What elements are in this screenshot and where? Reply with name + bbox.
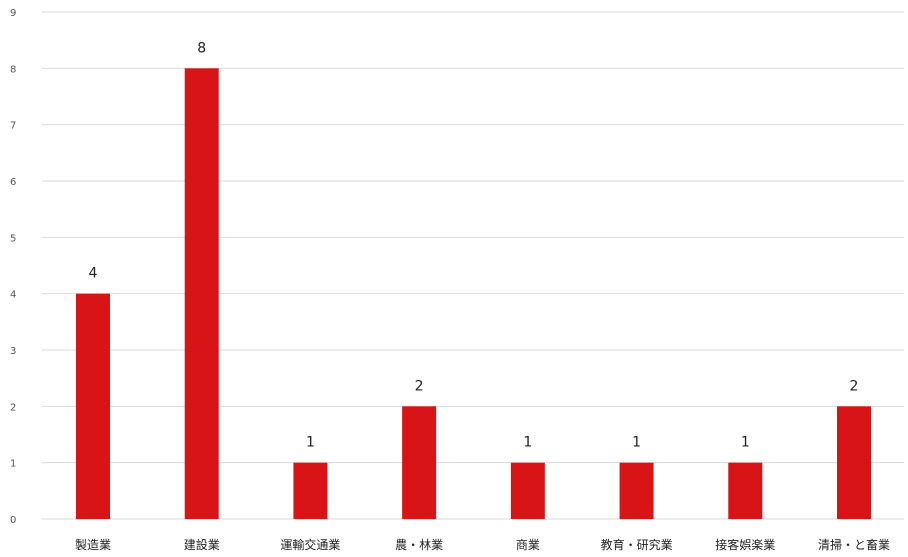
x-tick-label-5: 商業 <box>516 537 540 552</box>
bar-1 <box>76 293 110 519</box>
data-label-5: 1 <box>523 435 532 451</box>
y-tick-label: 0 <box>10 515 16 526</box>
x-tick-label-2: 建設業 <box>184 537 220 552</box>
x-tick-label-4: 農・林業 <box>395 538 443 552</box>
data-label-7: 1 <box>741 435 750 451</box>
bar-5 <box>510 462 545 519</box>
data-label-1: 4 <box>89 266 98 282</box>
gridlines <box>42 11 904 520</box>
bars <box>76 68 871 519</box>
y-tick-label: 1 <box>10 459 16 470</box>
y-tick-label: 3 <box>10 346 16 357</box>
y-tick-label: 6 <box>10 177 16 188</box>
bar-6 <box>619 462 654 519</box>
y-axis: 0 1 2 3 4 5 6 7 8 9 <box>10 8 16 526</box>
data-label-6: 1 <box>632 435 641 451</box>
data-label-4: 2 <box>415 378 424 394</box>
x-tick-label-8: 清掃・と畜業 <box>818 537 890 552</box>
x-tick-label-1: 製造業 <box>75 538 111 552</box>
y-tick-label: 2 <box>10 402 16 413</box>
y-tick-label: 9 <box>10 8 16 19</box>
bar-3 <box>293 462 328 519</box>
y-tick-label: 4 <box>10 290 16 301</box>
x-tick-label-3: 運輸交通業 <box>280 537 340 552</box>
x-axis: 製造業 建設業 運輸交通業 農・林業 商業 教育・研究業 接客娯楽業 清掃・と畜業 <box>75 537 890 552</box>
bar-2 <box>184 68 219 519</box>
y-tick-label: 7 <box>10 121 16 132</box>
y-tick-label: 5 <box>10 233 16 244</box>
x-tick-label-7: 接客娯楽業 <box>715 537 775 552</box>
y-tick-label: 8 <box>10 64 16 75</box>
x-tick-label-6: 教育・研究業 <box>601 537 673 552</box>
data-label-2: 8 <box>197 40 206 56</box>
data-label-8: 2 <box>850 378 859 394</box>
data-label-3: 1 <box>306 435 315 451</box>
bar-7 <box>728 462 763 519</box>
bar-8 <box>837 406 871 519</box>
bar-4 <box>402 406 437 519</box>
